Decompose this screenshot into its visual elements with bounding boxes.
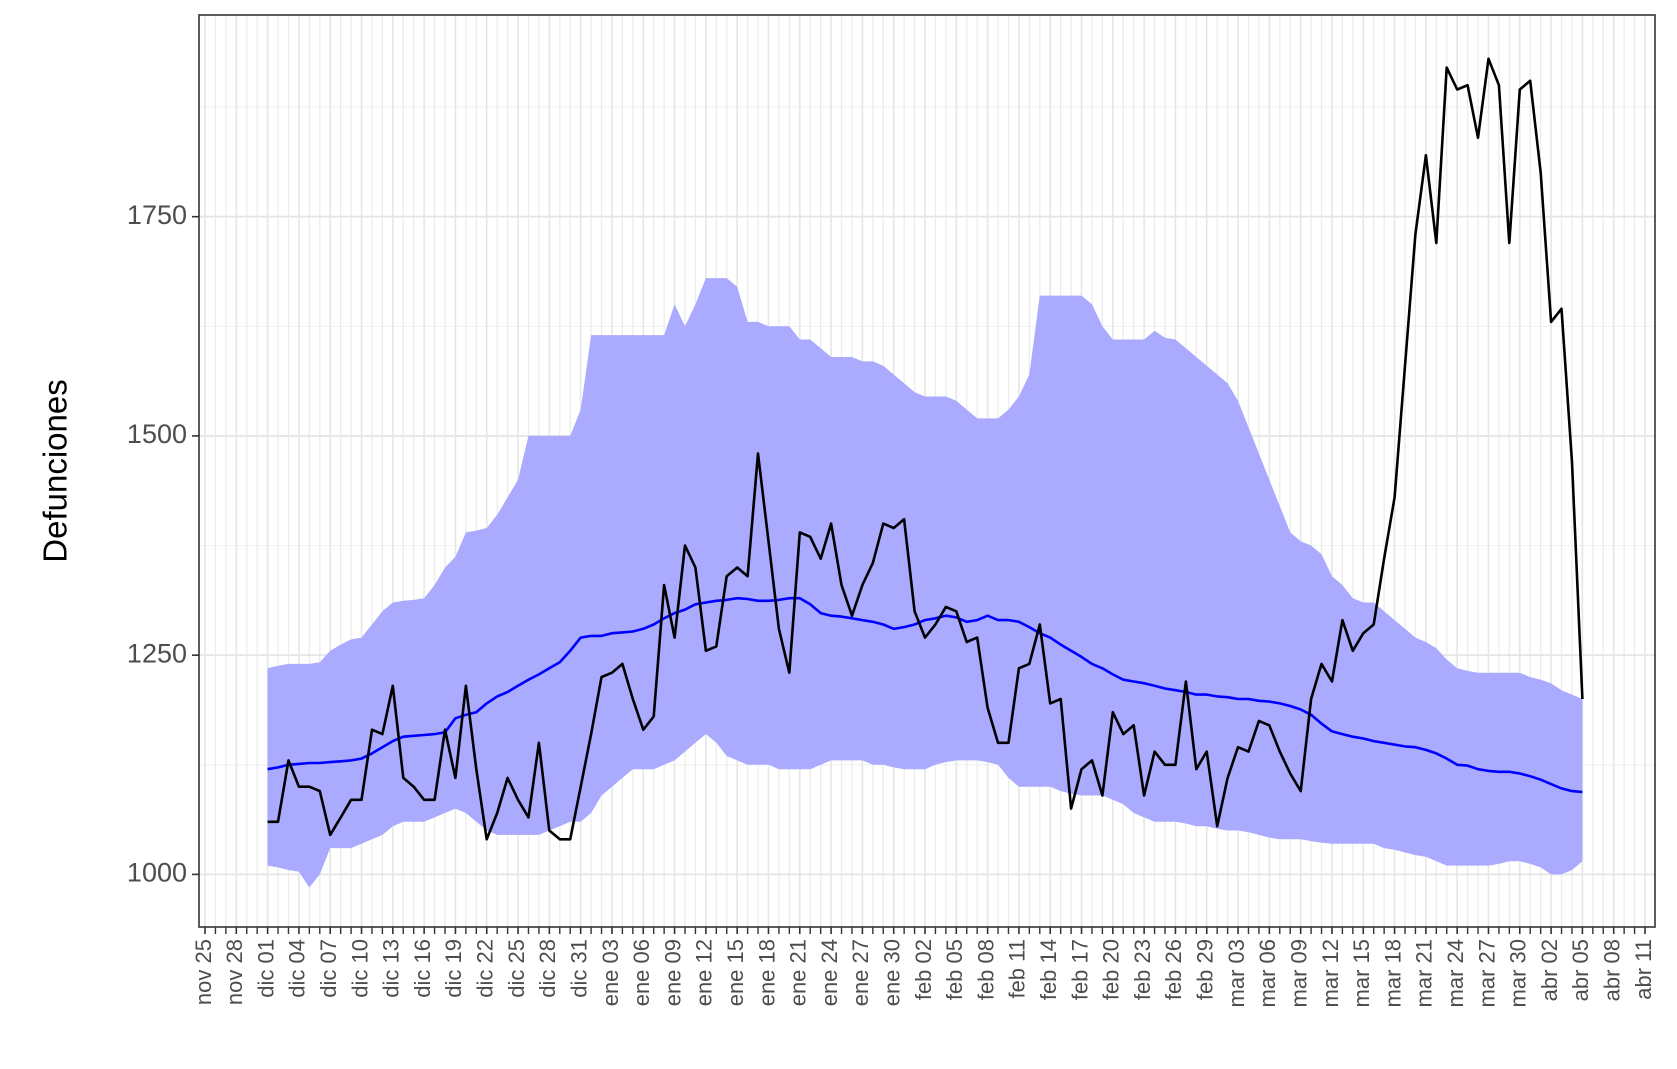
x-tick-label: abr 11 <box>1631 939 1656 1000</box>
x-tick-label: ene 21 <box>786 939 811 1006</box>
x-tick-label: feb 08 <box>973 939 998 1000</box>
x-tick-label: dic 16 <box>410 939 435 998</box>
x-tick-label: ene 06 <box>629 939 654 1006</box>
x-tick-label: abr 05 <box>1568 939 1593 1001</box>
x-tick-label: ene 09 <box>660 939 685 1006</box>
y-tick-label: 1250 <box>127 638 187 668</box>
x-tick-label: dic 07 <box>316 939 341 998</box>
x-tick-label: mar 30 <box>1506 939 1531 1007</box>
x-tick-label: feb 26 <box>1161 939 1186 1000</box>
x-tick-label: abr 02 <box>1537 939 1562 1001</box>
x-tick-label: dic 25 <box>504 939 529 998</box>
x-tick-label: mar 06 <box>1255 939 1280 1007</box>
x-tick-label: mar 03 <box>1224 939 1249 1007</box>
y-axis-label: Defunciones <box>37 379 74 562</box>
x-tick-label: dic 10 <box>347 939 372 998</box>
x-tick-label: ene 27 <box>848 939 873 1006</box>
x-tick-label: mar 21 <box>1412 939 1437 1007</box>
x-tick-label: feb 20 <box>1099 939 1124 1000</box>
x-tick-label: dic 01 <box>253 939 278 998</box>
x-tick-label: feb 29 <box>1193 939 1218 1000</box>
series-line <box>267 596 1583 794</box>
y-tick-label: 1000 <box>127 858 187 888</box>
x-tick-label: abr 08 <box>1600 939 1625 1001</box>
x-tick-label: feb 11 <box>1005 939 1030 999</box>
y-tick-label: 1750 <box>127 200 187 230</box>
x-tick-label: dic 19 <box>441 939 466 998</box>
x-tick-label: nov 25 <box>191 939 216 1005</box>
x-tick-label: dic 04 <box>285 939 310 998</box>
x-tick-label: ene 03 <box>598 939 623 1006</box>
x-tick-label: dic 13 <box>379 939 404 998</box>
x-tick-label: dic 22 <box>473 939 498 998</box>
x-tick-label: ene 30 <box>880 939 905 1006</box>
x-tick-label: mar 15 <box>1349 939 1374 1007</box>
x-tick-label: feb 23 <box>1130 939 1155 1000</box>
x-tick-label: feb 17 <box>1067 939 1092 1000</box>
x-tick-label: dic 28 <box>535 939 560 998</box>
panel-border <box>198 14 1656 928</box>
x-tick-label: feb 02 <box>911 939 936 1000</box>
x-tick-label: ene 24 <box>817 939 842 1006</box>
x-tick-label: feb 05 <box>942 939 967 1000</box>
x-tick-label: nov 28 <box>222 939 247 1005</box>
x-tick-label: mar 24 <box>1443 939 1468 1007</box>
y-tick-label: 1500 <box>127 419 187 449</box>
x-tick-label: mar 18 <box>1380 939 1405 1007</box>
x-tick-label: mar 27 <box>1474 939 1499 1007</box>
x-tick-label: ene 15 <box>723 939 748 1006</box>
series-line <box>267 57 1584 841</box>
x-tick-label: mar 09 <box>1287 939 1312 1007</box>
x-tick-label: dic 31 <box>567 939 592 998</box>
x-tick-label: mar 12 <box>1318 939 1343 1007</box>
x-tick-label: ene 12 <box>692 939 717 1006</box>
x-tick-label: feb 14 <box>1036 939 1061 1000</box>
x-tick-label: ene 18 <box>754 939 779 1006</box>
